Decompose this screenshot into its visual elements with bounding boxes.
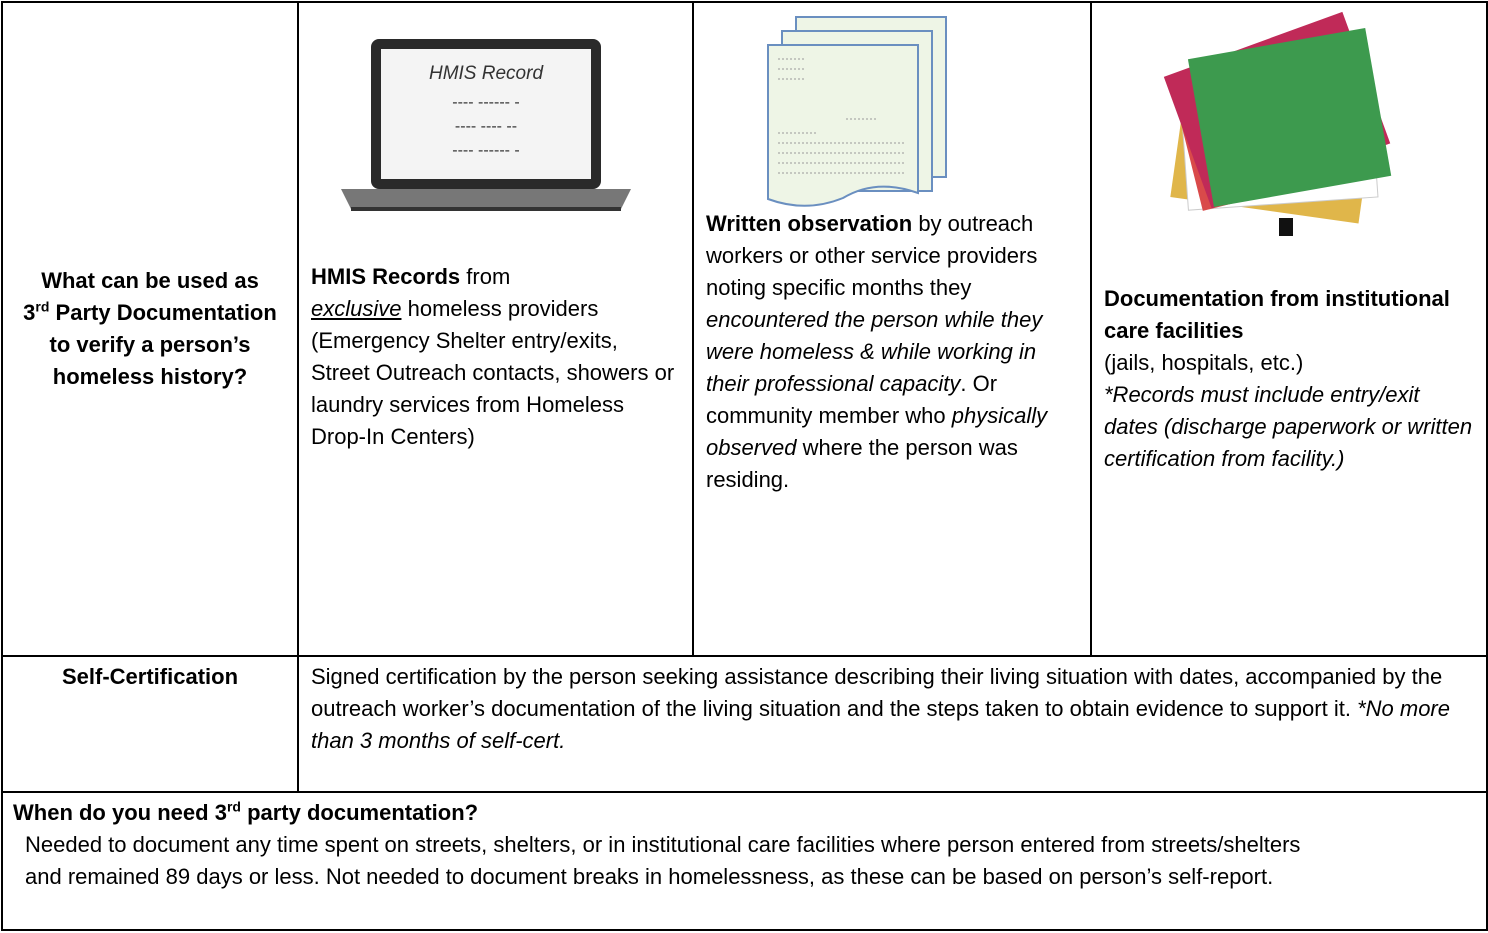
- italic-text: *No more than 3 months of self-cert.: [311, 696, 1450, 753]
- ordinal: 3: [214, 800, 227, 825]
- bold-text: Documentation from institutional care fa…: [1104, 286, 1450, 343]
- evidence-row: What can be used as 3rd Party Documentat…: [1, 1, 1488, 657]
- text: by outreach workers or other service pro…: [706, 211, 1038, 300]
- hmis-text: HMIS Records from exclusive homeless pro…: [311, 261, 680, 453]
- folder: [1187, 28, 1392, 208]
- documents-image: [767, 16, 947, 207]
- institutional-text: Documentation from institutional care fa…: [1104, 283, 1474, 475]
- when-cell: When do you need 3rd party documentation…: [1, 791, 1488, 931]
- heading-text: When do you need: [13, 800, 209, 825]
- laptop-image: HMIS Record ---- ------ - ---- ---- -- -…: [341, 39, 631, 211]
- text: Signed certification by the person seeki…: [311, 664, 1443, 721]
- italic-text: encountered the person while they were h…: [706, 307, 1043, 396]
- laptop-display: [381, 49, 591, 179]
- page-shape: [767, 44, 919, 207]
- bold-text: HMIS Records: [311, 264, 461, 289]
- text: homeless providers (Emergency Shelter en…: [311, 296, 675, 449]
- folders-image: [1163, 11, 1392, 236]
- italic-text: physically observed: [706, 403, 1048, 460]
- question-text: Party Documentation to verify a person’s…: [49, 300, 277, 389]
- institutional-cell: Documentation from institutional care fa…: [1090, 1, 1488, 657]
- text: . Or community member who: [706, 371, 998, 428]
- text: from: [466, 264, 511, 289]
- self-cert-row: Self-Certification Signed certification …: [1, 655, 1488, 793]
- when-row: When do you need 3rd party documentation…: [1, 791, 1488, 931]
- self-cert-cell: Signed certification by the person seeki…: [297, 655, 1488, 793]
- underline-text: exclusive: [311, 296, 402, 321]
- text: (jails, hospitals, etc.): [1104, 350, 1304, 375]
- image-line: ---- ---- --: [455, 118, 517, 135]
- decoration: [1163, 11, 1392, 236]
- heading: When do you need 3rd party documentation…: [13, 800, 478, 825]
- observation-cell: Written observation by outreach workers …: [692, 1, 1092, 657]
- hmis-cell: HMIS Record ---- ------ - ---- ---- -- -…: [297, 1, 694, 657]
- self-cert-label: Self-Certification: [61, 664, 239, 689]
- image-line: ---- ------ -: [452, 142, 520, 159]
- ordinal: 3: [23, 300, 36, 325]
- image-line: ---- ------ -: [452, 94, 520, 111]
- laptop-base: [341, 189, 631, 209]
- heading-text: party documentation?: [247, 800, 479, 825]
- clip: [1279, 218, 1293, 236]
- question-cell: What can be used as 3rd Party Documentat…: [1, 1, 299, 657]
- ordinal-suffix: rd: [226, 798, 241, 815]
- page-lines: [778, 58, 906, 174]
- question-text: What can be used as: [41, 268, 259, 293]
- image-title: HMIS Record: [429, 63, 544, 84]
- text: Needed to document any time spent on str…: [25, 832, 1301, 889]
- self-cert-label-cell: Self-Certification: [1, 655, 299, 793]
- italic-text: *Records must include entry/exit dates (…: [1104, 382, 1473, 471]
- laptop-edge: [351, 207, 621, 211]
- text: where the person was residing.: [706, 435, 1018, 492]
- observation-text: Written observation by outreach workers …: [706, 208, 1078, 496]
- bold-text: Written observation: [706, 211, 913, 236]
- ordinal-suffix: rd: [35, 298, 50, 315]
- when-text: Needed to document any time spent on str…: [13, 829, 1476, 893]
